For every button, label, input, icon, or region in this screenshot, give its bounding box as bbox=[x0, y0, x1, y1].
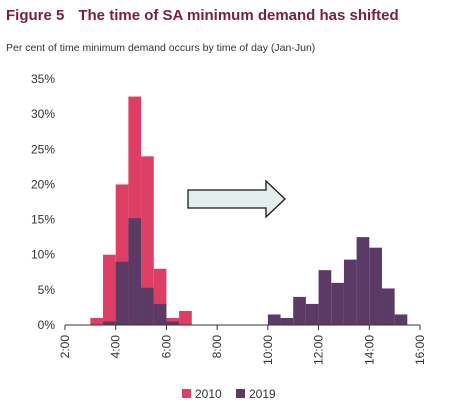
shift-arrow-icon bbox=[187, 179, 286, 219]
bar-2010-7 bbox=[179, 310, 192, 325]
bar-2010-4 bbox=[141, 156, 154, 325]
y-axis: 0% 5% 10% 15% 20% 25% 30% 35% bbox=[31, 72, 55, 332]
bar-2019-5 bbox=[166, 321, 180, 325]
bar-2019-6 bbox=[267, 314, 281, 325]
y-tick-label: 25% bbox=[31, 142, 55, 156]
y-tick-label: 30% bbox=[31, 107, 55, 121]
chart-title: The time of SA minimum demand has shifte… bbox=[78, 7, 399, 24]
bar-2019-8 bbox=[293, 296, 306, 325]
bar-2019-7 bbox=[280, 317, 294, 325]
bar-2019-9 bbox=[305, 303, 319, 325]
x-tick-label: 10:00 bbox=[261, 335, 275, 365]
figure-number: Figure 5 bbox=[6, 7, 65, 24]
bar-2019-0 bbox=[103, 321, 116, 325]
y-tick-label: 35% bbox=[31, 72, 55, 86]
bar-2010-1 bbox=[103, 254, 116, 325]
x-tick-label: 16:00 bbox=[413, 335, 427, 365]
legend-swatch-2019 bbox=[236, 389, 245, 398]
bar-2019-14 bbox=[369, 247, 382, 325]
y-tick-label: 0% bbox=[38, 318, 56, 332]
x-tick-label: 8:00 bbox=[210, 335, 224, 359]
y-tick-label: 15% bbox=[31, 213, 55, 227]
chart-subtitle: Per cent of time minimum demand occurs b… bbox=[6, 42, 316, 54]
x-axis: 2:00 4:00 6:00 8:00 10:00 12:00 14:00 16:00 bbox=[58, 325, 427, 365]
bar-2019-11 bbox=[331, 282, 344, 325]
bar-2019-10 bbox=[318, 270, 332, 325]
y-tick-label: 5% bbox=[38, 283, 56, 297]
bar-2019-12 bbox=[343, 259, 357, 325]
x-tick-label: 14:00 bbox=[362, 335, 376, 365]
bar-2019-15 bbox=[381, 288, 395, 325]
legend-swatch-2010 bbox=[182, 389, 191, 398]
bar-2019-4 bbox=[153, 303, 167, 325]
x-tick-label: 6:00 bbox=[159, 335, 173, 359]
bar-2010-0 bbox=[90, 317, 104, 325]
bar-2019-3 bbox=[141, 287, 154, 325]
bar-2019-13 bbox=[356, 237, 370, 325]
figure-title: Figure 5 The time of SA minimum demand ha… bbox=[6, 7, 399, 24]
y-tick-label: 20% bbox=[31, 177, 55, 191]
series-2019-bars bbox=[103, 218, 408, 325]
bar-2019-2 bbox=[128, 218, 142, 325]
y-tick-label: 10% bbox=[31, 248, 55, 262]
legend-label-2010: 2010 bbox=[195, 387, 222, 401]
x-tick-label: 12:00 bbox=[312, 335, 326, 365]
legend: 2010 2019 bbox=[182, 387, 276, 401]
bar-2019-1 bbox=[115, 261, 129, 325]
bar-2019-16 bbox=[394, 314, 408, 325]
legend-label-2019: 2019 bbox=[249, 387, 276, 401]
x-tick-label: 4:00 bbox=[109, 335, 123, 359]
x-tick-label: 2:00 bbox=[58, 335, 72, 359]
bar-2010-6 bbox=[166, 317, 180, 325]
